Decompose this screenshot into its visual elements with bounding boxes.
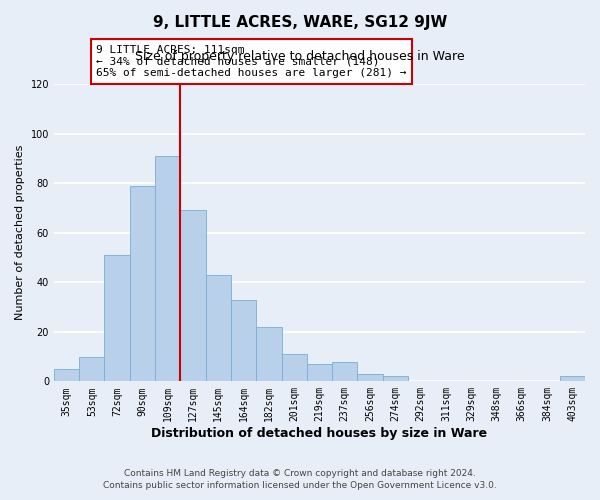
Bar: [206, 275, 231, 382]
Bar: [332, 362, 358, 382]
Bar: [104, 255, 130, 382]
Bar: [79, 356, 104, 382]
Text: 9, LITTLE ACRES, WARE, SG12 9JW: 9, LITTLE ACRES, WARE, SG12 9JW: [153, 15, 447, 30]
Bar: [307, 364, 332, 382]
Text: Size of property relative to detached houses in Ware: Size of property relative to detached ho…: [135, 50, 465, 63]
Bar: [358, 374, 383, 382]
Bar: [281, 354, 307, 382]
Bar: [54, 369, 79, 382]
Bar: [130, 186, 155, 382]
Y-axis label: Number of detached properties: Number of detached properties: [15, 145, 25, 320]
Bar: [155, 156, 181, 382]
Text: Contains HM Land Registry data © Crown copyright and database right 2024.
Contai: Contains HM Land Registry data © Crown c…: [103, 468, 497, 490]
Bar: [256, 327, 281, 382]
Bar: [560, 376, 585, 382]
Bar: [231, 300, 256, 382]
X-axis label: Distribution of detached houses by size in Ware: Distribution of detached houses by size …: [151, 427, 488, 440]
Bar: [383, 376, 408, 382]
Text: 9 LITTLE ACRES: 111sqm
← 34% of detached houses are smaller (148)
65% of semi-de: 9 LITTLE ACRES: 111sqm ← 34% of detached…: [97, 45, 407, 78]
Bar: [181, 210, 206, 382]
